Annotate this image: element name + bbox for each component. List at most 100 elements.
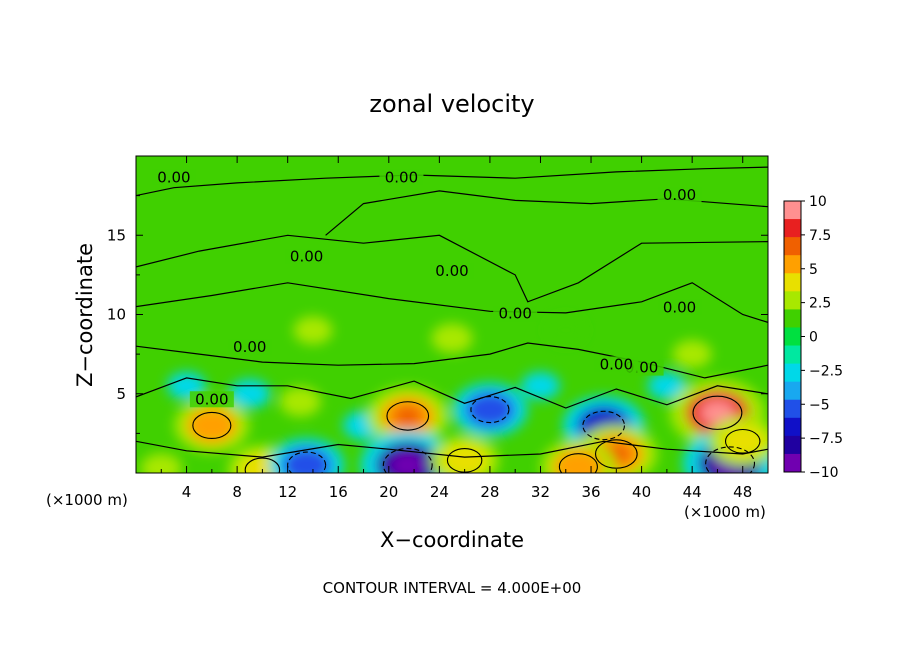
contour-line — [136, 377, 768, 409]
x-tick-label: 20 — [379, 483, 398, 501]
contour-label-bg — [284, 248, 329, 265]
y-tick-label: 10 — [107, 306, 126, 324]
negative-contour — [382, 447, 433, 473]
x-tick-label: 12 — [278, 483, 297, 501]
contour-label-bg — [151, 169, 196, 186]
field-cell — [431, 323, 473, 354]
colorbar-swatch — [784, 219, 801, 238]
contour-label-bg — [430, 262, 474, 279]
x-tick-label: 8 — [232, 483, 242, 501]
contour-label-bg — [594, 356, 639, 373]
negative-contour — [470, 396, 510, 424]
plot-area: 0.00 0.00 0.00 0.00 0.00 0.00 0.00 0.00 0.00 0.00… — [136, 156, 768, 473]
positive-contour — [724, 428, 761, 454]
colorbar: 10 7.5 5 2.5 0 −2.5 −5 −7.5 −10 — [783, 194, 843, 481]
colorbar-tick-label: 0 — [809, 330, 818, 346]
contour-line — [136, 440, 768, 458]
positive-contour — [192, 411, 232, 440]
positive-contour — [386, 401, 430, 431]
contour-label: 0.00 — [435, 262, 468, 280]
x-tick-label: 4 — [182, 483, 192, 501]
x-unit-right: (×1000 m) — [684, 503, 766, 521]
colorbar-swatch — [784, 399, 801, 419]
x-tick-label: 28 — [480, 483, 499, 501]
field-cell — [281, 447, 332, 473]
contour-label: 0.00 — [290, 248, 323, 266]
x-axis-title: X−coordinate — [380, 528, 524, 552]
x-tick-label: 32 — [531, 483, 550, 501]
y-axis-title: Z−coordinate — [73, 243, 97, 387]
positive-contour — [692, 395, 743, 430]
contour-label: 0.00 — [233, 338, 266, 356]
negative-contour — [287, 451, 327, 473]
colorbar-swatch — [784, 381, 801, 401]
colorbar-swatch — [784, 363, 801, 383]
x-tick-label: 44 — [683, 483, 702, 501]
colorbar-swatch — [784, 417, 801, 437]
field-cell — [520, 371, 560, 400]
field-cell — [293, 316, 333, 345]
field-core — [700, 400, 735, 426]
contour-label: 0.00 — [600, 355, 633, 373]
field-cell — [547, 317, 585, 344]
colorbar-tick-label: 5 — [809, 262, 818, 278]
colorbar-tick-label: 7.5 — [809, 228, 831, 244]
contour-label: 0.00 — [663, 186, 696, 204]
field-cell — [229, 378, 271, 409]
positive-contour — [594, 439, 638, 469]
chart-title: zonal velocity — [369, 90, 534, 118]
negative-contour — [582, 410, 626, 441]
colorbar-swatch — [784, 435, 801, 455]
colorbar-swatch — [784, 201, 801, 220]
colorbar-swatch — [784, 237, 801, 256]
colorbar-swatch — [784, 309, 801, 328]
field-cell — [186, 407, 237, 444]
field-cell — [672, 340, 712, 369]
contour-label-bg — [227, 338, 272, 355]
field-cell — [140, 453, 182, 473]
positive-contour — [558, 453, 598, 473]
negative-contour — [705, 446, 756, 473]
contour-label: 0.00 — [195, 390, 228, 408]
colorbar-swatch — [784, 453, 801, 473]
contour-line — [136, 234, 768, 303]
field-cell — [647, 371, 687, 400]
contour-label: 0.00 — [498, 305, 531, 323]
colorbar-tick-label: −5 — [809, 397, 830, 413]
field-core — [390, 452, 426, 473]
colorbar-swatch — [784, 345, 801, 365]
x-axis: 4 8 12 16 20 24 28 32 36 40 44 48 — [160, 156, 752, 501]
contour-label: 0.00 — [663, 298, 696, 316]
colorbar-swatch — [784, 255, 801, 274]
positive-contour — [244, 457, 281, 473]
zero-contours: 0.00 0.00 0.00 0.00 0.00 0.00 0.00 0.00 0.00 0.00… — [136, 166, 768, 473]
colorbar-tick-label: 10 — [809, 194, 827, 210]
field-cell — [464, 391, 515, 428]
field-cell — [279, 386, 321, 417]
contour-label: 0.00 — [385, 168, 418, 186]
colorbar-swatch — [784, 291, 801, 310]
contour-label-bg — [189, 391, 234, 408]
colorbar-swatch — [784, 327, 801, 347]
colorbar-tick-label: 2.5 — [809, 296, 831, 312]
contour-interval-note: CONTOUR INTERVAL = 4.000E+00 — [323, 579, 582, 597]
contour-label-bg — [379, 169, 424, 186]
colorbar-tick-label: −7.5 — [809, 431, 843, 447]
contour-label-bg — [493, 305, 538, 322]
x-tick-label: 16 — [329, 483, 348, 501]
colorbar-tick-label: −10 — [809, 465, 839, 481]
colorbar-swatch — [784, 273, 801, 292]
y-tick-label: 15 — [107, 226, 126, 244]
field-core — [392, 405, 423, 427]
y-axis: 5 10 15 — [107, 195, 768, 434]
colorbar-tick-label: −2.5 — [809, 363, 843, 379]
x-tick-label: 48 — [733, 483, 752, 501]
x-tick-label: 40 — [632, 483, 651, 501]
y-tick-label: 5 — [116, 385, 126, 403]
contour-label: 0.00 — [157, 168, 190, 186]
contour-label-bg — [657, 299, 702, 316]
x-unit-left: (×1000 m) — [46, 491, 128, 509]
x-tick-label: 36 — [581, 483, 600, 501]
x-tick-label: 24 — [430, 483, 449, 501]
